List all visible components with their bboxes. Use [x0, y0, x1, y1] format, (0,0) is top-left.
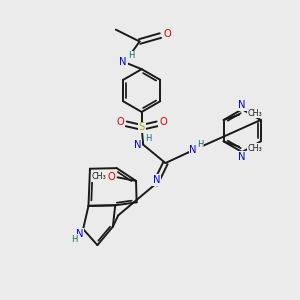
Text: H: H	[128, 51, 134, 60]
Text: H: H	[71, 235, 77, 244]
Text: O: O	[108, 172, 116, 182]
Text: CH₃: CH₃	[248, 109, 262, 118]
Text: H: H	[197, 140, 203, 149]
Text: N: N	[238, 152, 246, 161]
Text: N: N	[76, 229, 83, 238]
Text: N: N	[134, 140, 142, 150]
Text: CH₃: CH₃	[248, 144, 262, 153]
Text: CH₃: CH₃	[92, 172, 106, 181]
Text: O: O	[163, 29, 171, 39]
Text: N: N	[189, 145, 197, 155]
Text: O: O	[159, 117, 167, 128]
Text: N: N	[119, 57, 127, 67]
Text: O: O	[116, 117, 124, 128]
Text: S: S	[139, 122, 145, 132]
Text: N: N	[238, 100, 246, 110]
Text: N: N	[153, 175, 160, 185]
Text: H: H	[145, 134, 152, 142]
